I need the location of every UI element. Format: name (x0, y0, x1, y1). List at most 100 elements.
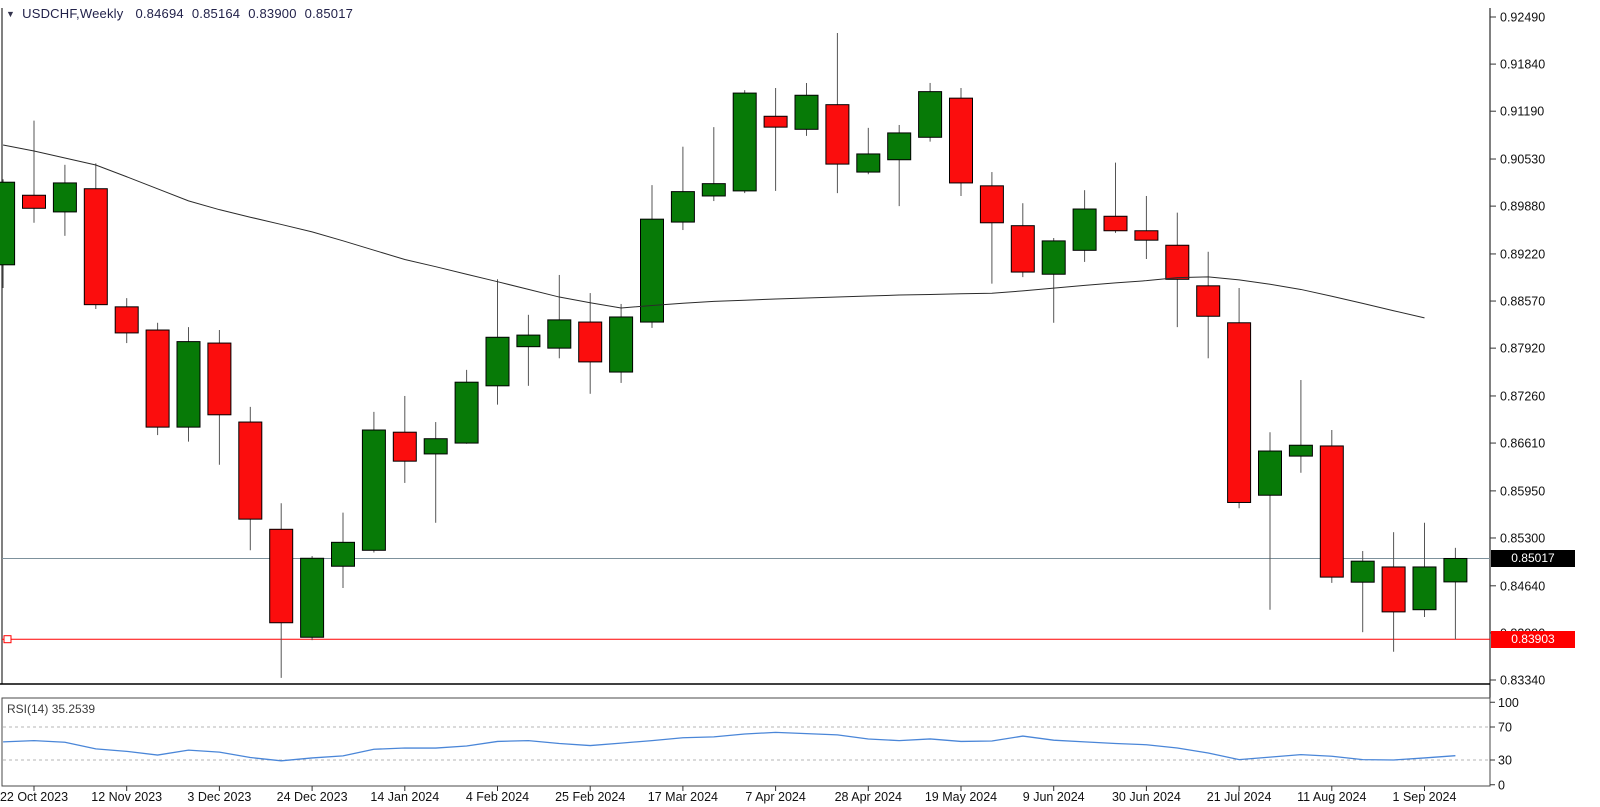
candle-7-Apr-2024 (763, 88, 788, 191)
candle-3-Mar-2024 (609, 303, 634, 383)
quote-close: 0.85017 (304, 6, 354, 21)
candle-4-Feb-2024 (485, 279, 510, 405)
level-price-badge: 0.83903 (1491, 630, 1575, 648)
candle-17-Dec-2023 (269, 503, 294, 678)
svg-text:0.92490: 0.92490 (1500, 11, 1545, 25)
svg-text:17 Mar 2024: 17 Mar 2024 (648, 790, 718, 804)
candle-26-May-2024 (979, 172, 1004, 284)
svg-text:7 Apr 2024: 7 Apr 2024 (745, 790, 806, 804)
svg-text:4 Feb 2024: 4 Feb 2024 (466, 790, 529, 804)
svg-text:28 Apr 2024: 28 Apr 2024 (835, 790, 902, 804)
candle-5-Nov-2023 (83, 163, 108, 310)
candle-10-Dec-2023 (238, 406, 263, 551)
candle-14-Jan-2024 (392, 395, 417, 483)
svg-text:11 Aug 2024: 11 Aug 2024 (1297, 790, 1366, 804)
candle-1-Sep-2024 (1412, 522, 1437, 617)
bid-price-value: 0.85017 (1511, 550, 1555, 565)
candle-28-Jan-2024 (454, 369, 479, 444)
moving-average-line (3, 144, 1425, 319)
svg-text:30 Jun 2024: 30 Jun 2024 (1112, 790, 1181, 804)
candle-12-May-2024 (918, 82, 943, 142)
quote-low: 0.83900 (248, 6, 297, 21)
candle-26-Nov-2023 (176, 327, 201, 442)
rsi-name: RSI(14) (7, 702, 49, 716)
svg-text:0.89220: 0.89220 (1500, 247, 1545, 261)
rsi-indicator-label: RSI(14) 35.2539 (7, 702, 95, 716)
symbol-menu-caret[interactable]: ▼ (6, 8, 16, 19)
svg-text:24 Dec 2023: 24 Dec 2023 (277, 790, 348, 804)
svg-text:0.91190: 0.91190 (1500, 105, 1544, 119)
candle-18-Feb-2024 (547, 274, 572, 359)
level-price-value: 0.83903 (1511, 631, 1555, 646)
candle-23-Jun-2024 (1103, 162, 1128, 233)
candle-29-Oct-2023 (52, 164, 77, 236)
svg-text:14 Jan 2024: 14 Jan 2024 (370, 790, 439, 804)
candle-14-Apr-2024 (794, 82, 819, 136)
candle-25-Feb-2024 (578, 293, 603, 394)
level-line-handle (3, 635, 12, 644)
candle-8-Sep-2024 (1443, 547, 1468, 640)
chart-frame (0, 8, 1491, 786)
rsi-line (3, 731, 1456, 762)
svg-text:0.87260: 0.87260 (1500, 389, 1545, 403)
svg-text:0.88570: 0.88570 (1500, 295, 1545, 309)
candle-24-Mar-2024 (701, 127, 726, 202)
date-axis: 22 Oct 2023 12 Nov 2023 3 Dec 2023 24 Dec 2… (0, 786, 1457, 804)
candle-28-Jul-2024 (1258, 432, 1282, 610)
candle-15-Oct-2023 (0, 179, 16, 288)
candle-19-May-2024 (949, 88, 973, 196)
svg-text:25 Feb 2024: 25 Feb 2024 (555, 790, 625, 804)
candle-7-Jul-2024 (1165, 212, 1190, 328)
candle-24-Dec-2023 (300, 556, 325, 641)
candle-31-Mar-2024 (732, 90, 757, 194)
candle-21-Apr-2024 (825, 32, 850, 194)
candle-11-Aug-2024 (1319, 430, 1344, 583)
rsi-pane: 100 70 30 0 (1, 696, 1519, 792)
candle-4-Aug-2024 (1288, 380, 1313, 473)
quote-open: 0.84694 (135, 6, 184, 21)
candle-11-Feb-2024 (516, 314, 541, 386)
candle-28-Apr-2024 (856, 127, 881, 175)
candle-21-Jan-2024 (423, 422, 448, 523)
svg-text:0.90530: 0.90530 (1500, 153, 1545, 167)
candle-3-Dec-2023 (207, 330, 232, 465)
candle-14-Jul-2024 (1196, 251, 1221, 359)
candle-7-Jan-2024 (361, 411, 386, 553)
svg-text:0: 0 (1498, 778, 1505, 792)
quote-high: 0.85164 (191, 6, 241, 21)
candle-21-Jul-2024 (1227, 287, 1252, 509)
candle-2-Jun-2024 (1010, 203, 1035, 278)
svg-text:0.85950: 0.85950 (1500, 484, 1545, 498)
rsi-value: 35.2539 (51, 702, 96, 716)
svg-text:1 Sep 2024: 1 Sep 2024 (1393, 790, 1457, 804)
svg-text:22 Oct 2023: 22 Oct 2023 (0, 790, 68, 804)
candlesticks (0, 32, 1468, 678)
candle-16-Jun-2024 (1072, 190, 1097, 262)
svg-text:21 Jul 2024: 21 Jul 2024 (1207, 790, 1272, 804)
svg-text:0.87920: 0.87920 (1500, 342, 1545, 356)
chart-title: ▼ USDCHF,Weekly 0.84694 0.85164 0.83900 … (6, 6, 361, 21)
svg-text:100: 100 (1498, 696, 1519, 710)
svg-text:19 May 2024: 19 May 2024 (925, 790, 997, 804)
svg-text:0.85300: 0.85300 (1500, 531, 1545, 545)
candle-19-Nov-2023 (145, 322, 170, 436)
candle-22-Oct-2023 (22, 120, 46, 223)
bid-price-badge: 0.85017 (1491, 549, 1575, 567)
price-axis: 0.92490 0.91840 0.91190 0.90530 0.89880 0.892… (1490, 11, 1545, 688)
symbol-timeframe-label: USDCHF,Weekly (22, 6, 124, 21)
svg-text:12 Nov 2023: 12 Nov 2023 (91, 790, 162, 804)
svg-text:0.84640: 0.84640 (1500, 579, 1545, 593)
candle-10-Mar-2024 (640, 185, 664, 328)
svg-text:3 Dec 2023: 3 Dec 2023 (187, 790, 251, 804)
candle-18-Aug-2024 (1350, 551, 1375, 633)
svg-text:0.83340: 0.83340 (1500, 674, 1545, 688)
svg-text:70: 70 (1498, 721, 1512, 735)
svg-text:9 Jun 2024: 9 Jun 2024 (1023, 790, 1085, 804)
candle-25-Aug-2024 (1381, 532, 1406, 652)
candle-30-Jun-2024 (1134, 195, 1159, 260)
candle-12-Nov-2023 (114, 298, 139, 344)
candle-31-Dec-2023 (331, 512, 355, 588)
candle-5-May-2024 (887, 124, 912, 207)
